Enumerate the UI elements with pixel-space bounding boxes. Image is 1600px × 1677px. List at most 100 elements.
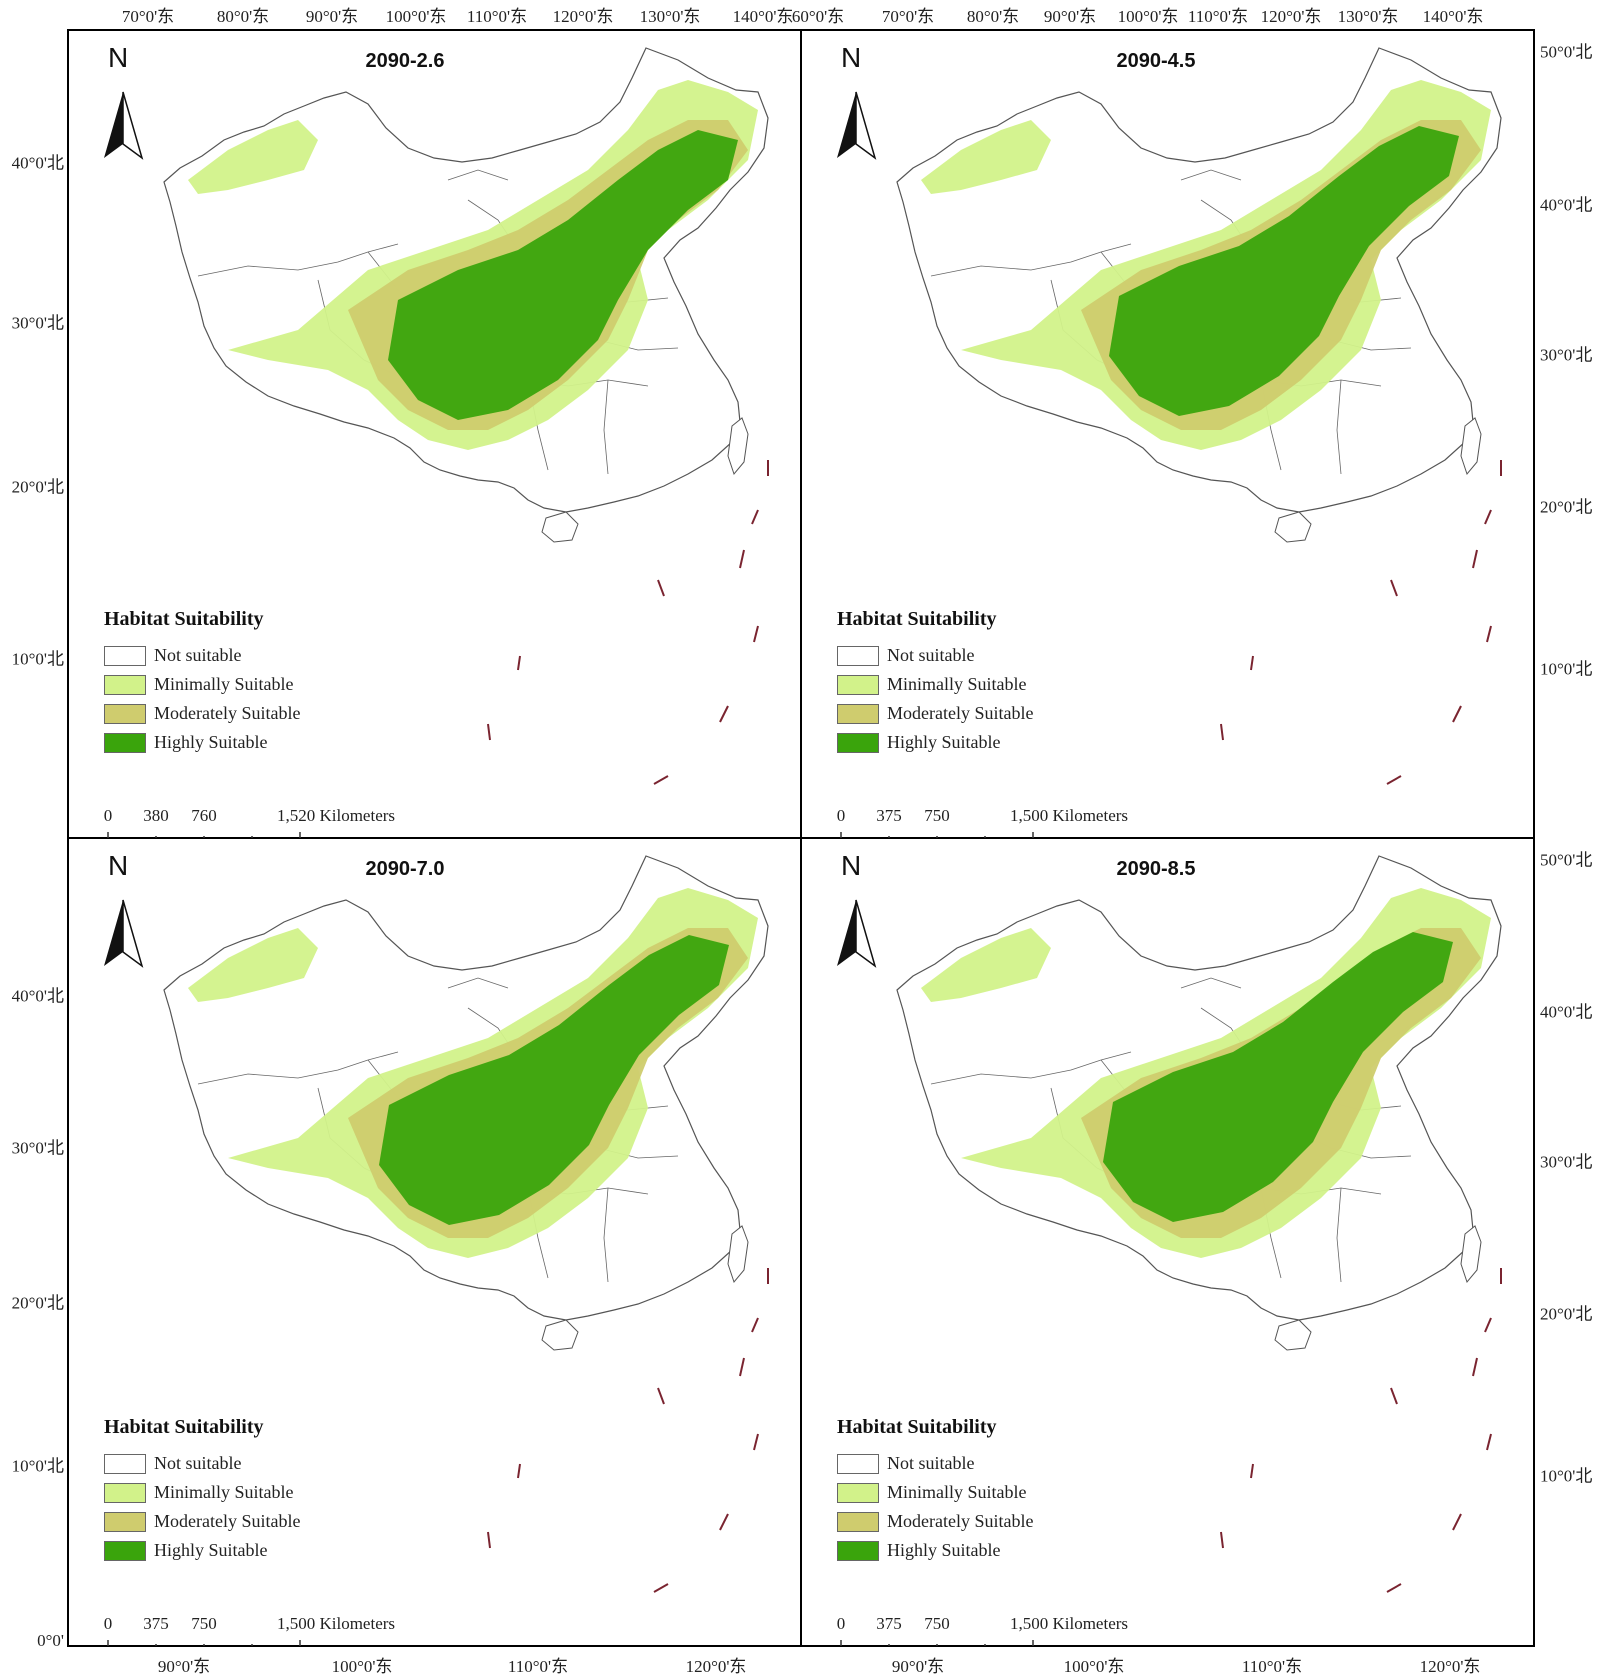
dash-segment — [487, 723, 491, 741]
legend-swatch — [837, 674, 879, 695]
north-arrow-label: N — [108, 42, 129, 73]
legend-item-moderately-suitable: Moderately Suitable — [104, 1507, 424, 1536]
legend: Habitat Suitability Not suitable Minimal… — [104, 1416, 424, 1565]
scale-tick-label: 0 — [836, 1614, 846, 1633]
nine-dash-line — [1220, 1268, 1502, 1593]
dash-segment — [751, 1317, 759, 1333]
lat-tick-label: 20°0'北 — [1540, 1304, 1593, 1324]
legend-item-minimally-suitable: Minimally Suitable — [837, 670, 1157, 699]
taiwan-island — [727, 1225, 749, 1284]
dash-segment — [517, 655, 521, 671]
scale-tick-label: 750 — [924, 806, 950, 825]
dash-segment — [1220, 723, 1224, 741]
lat-tick-label: 20°0'北 — [11, 477, 64, 497]
north-arrow-icon — [104, 91, 144, 160]
legend-item-minimally-suitable: Minimally Suitable — [104, 670, 424, 699]
legend: Habitat Suitability Not suitable Minimal… — [837, 1416, 1157, 1565]
legend-swatch — [837, 1453, 879, 1474]
highly-suitable-area — [379, 935, 729, 1225]
panel-title: 2090-7.0 — [365, 858, 445, 880]
china-map — [163, 47, 769, 785]
dash-segment — [1390, 579, 1398, 597]
lat-tick-label: 10°0'北 — [11, 1456, 64, 1476]
scale-tick-label: 0 — [103, 1614, 113, 1633]
lat-tick-label: 30°0'北 — [1540, 1152, 1593, 1172]
legend-label: Minimally Suitable — [154, 1482, 294, 1502]
dash-segment — [1220, 1531, 1224, 1549]
scale-bar: 0 375 750 1,500 Kilometers — [837, 806, 1167, 838]
legend-item-highly-suitable: Highly Suitable — [837, 728, 1157, 757]
lon-tick-label: 130°0'东 — [639, 7, 701, 26]
scale-end-label: 1,520 Kilometers — [276, 806, 396, 825]
map-panel-2090-4-5: N 2090-4.5 Habitat Suitability Not suita… — [801, 30, 1534, 838]
legend-swatch — [104, 732, 146, 753]
dash-segment — [517, 1463, 521, 1479]
lon-tick-label: 100°0'东 — [1063, 1657, 1125, 1676]
dash-segment — [1250, 655, 1254, 671]
legend-label: Moderately Suitable — [887, 703, 1034, 723]
scale-bar-graphic — [840, 832, 1034, 838]
lat-tick-label: 20°0'北 — [11, 1293, 64, 1313]
suitability-layer — [921, 80, 1491, 450]
dash-segment — [487, 1531, 491, 1549]
highly-suitable-area — [388, 130, 738, 420]
scale-tick-label: 380 — [143, 806, 169, 825]
legend-item-minimally-suitable: Minimally Suitable — [104, 1478, 424, 1507]
dash-segment — [1484, 509, 1492, 525]
nine-dash-line — [487, 460, 769, 785]
lon-tick-label: 70°0'东 — [121, 7, 175, 26]
minimally-suitable-northwest — [188, 928, 318, 1002]
legend-item-not-suitable: Not suitable — [837, 641, 1157, 670]
hainan-island — [541, 511, 579, 543]
legend-title: Habitat Suitability — [104, 608, 264, 630]
legend-swatch — [837, 1511, 879, 1532]
lon-tick-label: 120°0'东 — [685, 1657, 747, 1676]
lon-tick-label: 80°0'东 — [216, 7, 270, 26]
lat-tick-label: 40°0'北 — [11, 153, 64, 173]
dash-segment — [753, 625, 759, 643]
highly-suitable-area — [1109, 126, 1459, 416]
lon-tick-label: 110°0'东 — [507, 1657, 569, 1676]
dash-segment — [1484, 1317, 1492, 1333]
legend-label: Minimally Suitable — [154, 674, 294, 694]
lon-tick-label: 100°0'东 — [385, 7, 447, 26]
lat-tick-label: 30°0'北 — [11, 1138, 64, 1158]
legend: Habitat Suitability Not suitable Minimal… — [837, 608, 1157, 757]
legend-swatch — [104, 1540, 146, 1561]
scale-end-label: 1,500 Kilometers — [276, 1614, 396, 1633]
lat-tick-label: 50°0'北 — [1540, 850, 1593, 870]
scale-tick-label: 750 — [191, 1614, 217, 1633]
dash-segment — [1390, 1387, 1398, 1405]
north-arrow-icon — [104, 899, 144, 968]
scale-bar-graphic — [107, 832, 301, 838]
suitability-layer — [188, 888, 758, 1258]
legend-item-minimally-suitable: Minimally Suitable — [837, 1478, 1157, 1507]
lat-tick-label: 0°0' — [37, 1631, 64, 1650]
legend-label: Moderately Suitable — [154, 1511, 301, 1531]
lon-tick-label: 70°0'东 — [881, 7, 935, 26]
legend: Habitat Suitability Not suitable Minimal… — [104, 608, 424, 757]
lon-tick-label: 60°0'东 — [791, 7, 845, 26]
dash-segment — [657, 1387, 665, 1405]
legend-swatch — [104, 645, 146, 666]
legend-title: Habitat Suitability — [104, 1416, 264, 1438]
legend-label: Not suitable — [154, 1453, 242, 1473]
dash-segment — [1486, 625, 1492, 643]
legend-label: Moderately Suitable — [154, 703, 301, 723]
north-arrow-icon — [837, 899, 877, 968]
lon-tick-label: 120°0'东 — [1419, 1657, 1481, 1676]
lon-tick-label: 120°0'东 — [1260, 7, 1322, 26]
legend-swatch — [104, 703, 146, 724]
legend-item-not-suitable: Not suitable — [837, 1449, 1157, 1478]
legend-label: Minimally Suitable — [887, 674, 1027, 694]
scale-tick-label: 375 — [876, 1614, 902, 1633]
lon-tick-label: 100°0'东 — [331, 1657, 393, 1676]
lon-tick-label: 110°0'东 — [466, 7, 528, 26]
scale-end-label: 1,500 Kilometers — [1009, 1614, 1129, 1633]
lon-tick-label: 130°0'东 — [1337, 7, 1399, 26]
dash-segment — [1386, 1583, 1402, 1593]
taiwan-island — [1460, 417, 1482, 476]
legend-label: Minimally Suitable — [887, 1482, 1027, 1502]
lon-tick-label: 110°0'东 — [1187, 7, 1249, 26]
